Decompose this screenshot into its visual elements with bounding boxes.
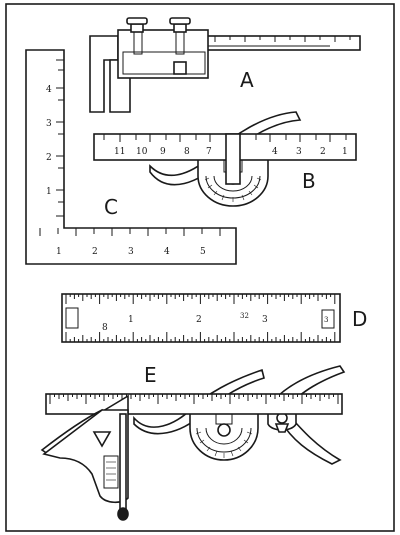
tool-b-protractor: 11 10 9 8 7 4 3 2 1 B bbox=[93, 111, 357, 207]
rule-d-num-0: 8 bbox=[102, 323, 108, 333]
tool-a-depth-gauge: A bbox=[89, 17, 361, 113]
tool-a-clamp bbox=[173, 61, 187, 75]
tool-b-rule-ticks bbox=[103, 134, 347, 142]
tool-e-centre-head-nut bbox=[274, 423, 290, 433]
tool-a-slider bbox=[117, 29, 209, 79]
square-c-hnum-0: 1 bbox=[56, 247, 62, 257]
rule-d-num-2: 2 bbox=[196, 315, 202, 325]
figure-frame bbox=[5, 3, 395, 532]
tool-c-vertical-scale bbox=[56, 59, 64, 217]
tool-c-body bbox=[25, 49, 237, 265]
rule-b-num-4: 7 bbox=[206, 147, 212, 157]
rule-b-num-3: 8 bbox=[184, 147, 190, 157]
tool-e-protractor-dial bbox=[189, 401, 259, 461]
square-c-hnum-2: 3 bbox=[128, 247, 134, 257]
square-c-hnum-4: 5 bbox=[200, 247, 206, 257]
rule-d-num-4: 32 bbox=[240, 312, 249, 320]
tool-d-bottom-ticks bbox=[65, 332, 336, 342]
tool-d-top-ticks bbox=[65, 294, 336, 304]
rule-b-num-7: 2 bbox=[320, 147, 326, 157]
tool-e-scriber-knob bbox=[117, 507, 129, 521]
square-c-hnum-3: 4 bbox=[164, 247, 170, 257]
rule-b-num-5: 4 bbox=[272, 147, 278, 157]
square-c-vnum-3: 1 bbox=[46, 187, 52, 197]
tool-a-screw-right bbox=[173, 23, 187, 33]
rule-b-num-0: 11 bbox=[114, 147, 125, 157]
rule-b-num-8: 1 bbox=[342, 147, 348, 157]
tool-c-horizontal-scale bbox=[39, 228, 221, 236]
tool-a-screw-left bbox=[130, 23, 144, 33]
rule-d-num-5: 3 bbox=[324, 316, 328, 324]
tool-e-rule-ticks bbox=[49, 394, 339, 404]
square-c-vnum-1: 3 bbox=[46, 119, 52, 129]
tool-e-spirit-level bbox=[103, 455, 119, 489]
label-b: B bbox=[302, 169, 316, 193]
rule-d-num-1: 1 bbox=[128, 315, 134, 325]
tool-d-body bbox=[61, 293, 341, 343]
tool-e-combination-set: E bbox=[40, 363, 346, 521]
label-c: C bbox=[104, 195, 118, 219]
rule-b-num-2: 9 bbox=[160, 147, 166, 157]
tool-e-square-head-window bbox=[92, 431, 112, 448]
tool-c-square: 4 3 2 1 1 2 3 4 5 C bbox=[25, 49, 237, 265]
label-e: E bbox=[144, 363, 157, 387]
label-a: A bbox=[240, 68, 254, 92]
square-c-hnum-1: 2 bbox=[92, 247, 98, 257]
tool-e-scriber bbox=[119, 413, 127, 511]
tool-a-slider-face bbox=[122, 51, 206, 75]
rule-b-num-1: 10 bbox=[136, 147, 148, 157]
rule-d-num-3: 3 bbox=[262, 315, 268, 325]
tool-e-dial-graduations bbox=[195, 431, 253, 458]
tool-d-rule: 8 1 2 3 32 3 D bbox=[61, 293, 367, 343]
tool-e-protractor-arm bbox=[133, 368, 265, 435]
tool-b-rule bbox=[93, 133, 357, 161]
tool-b-dial-graduations bbox=[204, 177, 262, 202]
rule-b-num-6: 3 bbox=[296, 147, 302, 157]
label-d: D bbox=[352, 307, 367, 331]
square-c-vnum-0: 4 bbox=[46, 85, 52, 95]
square-c-vnum-2: 2 bbox=[46, 153, 52, 163]
